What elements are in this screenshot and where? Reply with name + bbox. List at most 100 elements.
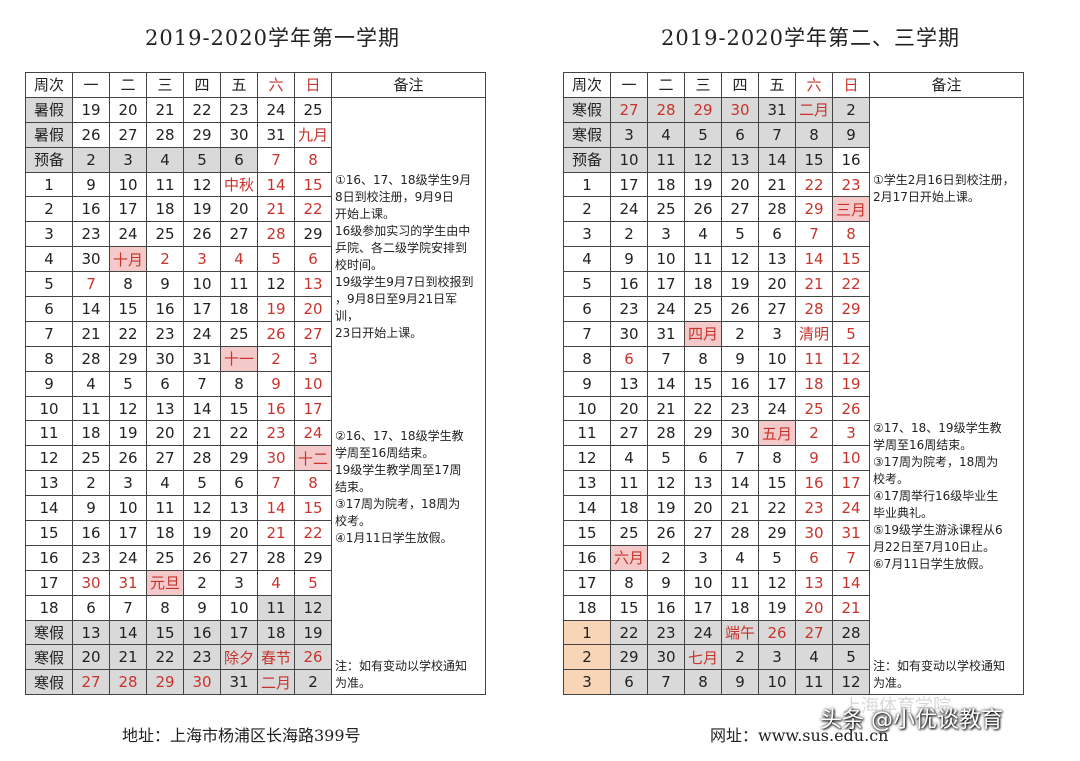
day-cell: 10 xyxy=(759,346,796,372)
header-day: 一 xyxy=(73,73,110,98)
day-cell: 14 xyxy=(184,396,221,422)
day-cell: 九月 xyxy=(295,122,332,148)
header-day: 二 xyxy=(110,73,147,98)
day-cell: 2 xyxy=(147,247,184,273)
week-label: 17 xyxy=(564,570,611,596)
day-cell: 10 xyxy=(833,446,870,472)
day-cell: 27 xyxy=(110,122,147,148)
day-cell: 15 xyxy=(295,496,332,522)
day-cell: 二月 xyxy=(258,670,295,696)
day-cell: 7 xyxy=(184,371,221,397)
week-label: 1 xyxy=(564,172,611,198)
day-cell: 6 xyxy=(73,595,110,621)
day-cell: 6 xyxy=(611,346,648,372)
day-cell: 26 xyxy=(110,446,147,472)
week-label: 2 xyxy=(564,645,611,671)
day-cell: 三月 xyxy=(833,197,870,223)
day-cell: 13 xyxy=(759,247,796,273)
week-label: 14 xyxy=(564,496,611,522)
day-cell: 31 xyxy=(184,346,221,372)
day-cell: 28 xyxy=(258,545,295,571)
header-notes: 备注 xyxy=(332,73,486,98)
day-cell: 19 xyxy=(73,97,110,123)
notes-block: ②17、18、19级学生教 学周至16周结束。 ③17周为院考，18周为 校考。… xyxy=(873,420,1003,571)
day-cell: 5 xyxy=(833,321,870,347)
day-cell: 31 xyxy=(759,97,796,123)
day-cell: 21 xyxy=(258,197,295,223)
day-cell: 17 xyxy=(685,595,722,621)
day-cell: 2 xyxy=(184,570,221,596)
day-cell: 24 xyxy=(833,496,870,522)
day-cell: 30 xyxy=(796,521,833,546)
day-cell: 19 xyxy=(258,297,295,322)
day-cell: 14 xyxy=(759,147,796,173)
day-cell: 14 xyxy=(722,471,759,497)
day-cell: 20 xyxy=(759,272,796,298)
day-cell: 19 xyxy=(184,197,221,223)
day-cell: 2 xyxy=(611,222,648,248)
day-cell: 21 xyxy=(833,595,870,621)
day-cell: 29 xyxy=(295,545,332,571)
day-cell: 20 xyxy=(295,297,332,322)
day-cell: 20 xyxy=(685,496,722,522)
day-cell: 23 xyxy=(722,396,759,422)
day-cell: 二月 xyxy=(796,97,833,123)
day-cell: 6 xyxy=(685,446,722,472)
day-cell: 4 xyxy=(147,147,184,173)
day-cell: 9 xyxy=(796,446,833,472)
day-cell: 30 xyxy=(722,97,759,123)
day-cell: 9 xyxy=(833,122,870,148)
day-cell: 30 xyxy=(184,670,221,696)
day-cell: 25 xyxy=(221,321,258,347)
day-cell: 9 xyxy=(722,346,759,372)
day-cell: 12 xyxy=(258,272,295,298)
day-cell: 15 xyxy=(221,396,258,422)
day-cell: 4 xyxy=(147,471,184,497)
day-cell: 21 xyxy=(73,321,110,347)
day-cell: 27 xyxy=(796,620,833,646)
week-label: 11 xyxy=(564,421,611,447)
notes-block: ①学生2月16日到校注册， 2月17日开始上课。 xyxy=(873,172,1015,204)
day-cell: 23 xyxy=(147,321,184,347)
day-cell: 26 xyxy=(759,620,796,646)
day-cell: 25 xyxy=(796,396,833,422)
day-cell: 7 xyxy=(73,272,110,298)
week-label: 寒假 xyxy=(564,97,611,123)
notes-disclaimer: 注：如有变动以学校通知 为准。 xyxy=(873,658,1006,690)
day-cell: 22 xyxy=(295,521,332,546)
day-cell: 20 xyxy=(796,595,833,621)
day-cell: 15 xyxy=(611,595,648,621)
day-cell: 6 xyxy=(147,371,184,397)
day-cell: 29 xyxy=(221,446,258,472)
day-cell: 8 xyxy=(295,147,332,173)
day-cell: 7 xyxy=(258,471,295,497)
day-cell: 七月 xyxy=(685,645,722,671)
header-day: 三 xyxy=(685,73,722,98)
week-label: 寒假 xyxy=(26,670,73,696)
day-cell: 3 xyxy=(611,122,648,148)
day-cell: 28 xyxy=(258,222,295,248)
day-cell: 24 xyxy=(611,197,648,223)
week-label: 6 xyxy=(564,297,611,322)
week-label: 预备 xyxy=(564,147,611,173)
day-cell: 12 xyxy=(648,471,685,497)
week-label: 14 xyxy=(26,496,73,522)
day-cell: 19 xyxy=(110,421,147,447)
day-cell: 25 xyxy=(73,446,110,472)
day-cell: 11 xyxy=(796,670,833,696)
week-label: 暑假 xyxy=(26,97,73,123)
day-cell: 22 xyxy=(295,197,332,223)
day-cell: 27 xyxy=(722,197,759,223)
day-cell: 2 xyxy=(833,97,870,123)
header-notes: 备注 xyxy=(870,73,1024,98)
day-cell: 9 xyxy=(73,496,110,522)
day-cell: 7 xyxy=(796,222,833,248)
day-cell: 3 xyxy=(759,321,796,347)
week-label: 13 xyxy=(26,471,73,497)
day-cell: 16 xyxy=(73,197,110,223)
day-cell: 4 xyxy=(611,446,648,472)
day-cell: 19 xyxy=(685,172,722,198)
day-cell: 13 xyxy=(611,371,648,397)
day-cell: 27 xyxy=(221,222,258,248)
day-cell: 18 xyxy=(611,496,648,522)
